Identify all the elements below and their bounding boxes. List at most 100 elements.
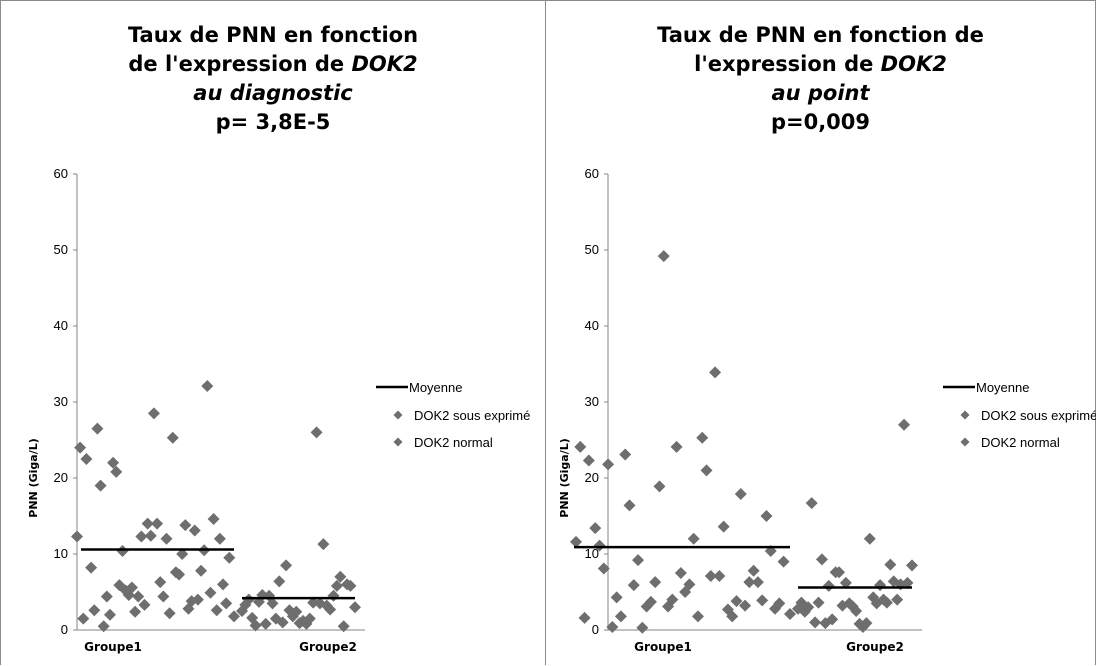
data-point xyxy=(696,431,709,444)
data-point xyxy=(777,555,790,568)
data-point xyxy=(147,407,160,420)
data-point xyxy=(259,617,272,630)
data-point xyxy=(201,380,214,393)
data-point xyxy=(860,617,873,630)
data-point xyxy=(166,431,179,444)
data-point xyxy=(730,595,743,608)
title-gene: DOK2 xyxy=(880,52,947,76)
data-point xyxy=(317,538,330,551)
data-point xyxy=(632,554,645,567)
data-point xyxy=(891,593,904,606)
y-tick-label: 40 xyxy=(54,318,68,333)
data-point xyxy=(176,548,189,560)
title-line-2-text: de l'expression de xyxy=(128,52,352,76)
data-point xyxy=(649,576,662,589)
data-point xyxy=(290,605,303,618)
data-point xyxy=(160,532,173,545)
chart-panel-left: Taux de PNN en fonction de l'expression … xyxy=(0,0,546,665)
data-point xyxy=(812,596,825,609)
data-point xyxy=(154,576,167,589)
data-point xyxy=(833,566,846,579)
data-point xyxy=(570,535,582,548)
x-category-label: Groupe1 xyxy=(634,640,692,654)
data-point xyxy=(217,578,230,591)
data-point xyxy=(760,510,773,522)
data-point xyxy=(578,611,591,624)
data-point xyxy=(602,458,615,471)
data-point xyxy=(179,519,192,532)
data-point xyxy=(623,499,636,512)
data-point xyxy=(80,453,93,465)
data-point xyxy=(674,567,687,579)
data-point xyxy=(334,570,347,583)
legend-marker xyxy=(960,437,970,447)
data-point xyxy=(802,601,815,614)
data-point xyxy=(610,591,623,604)
title-line-2-text: l'expression de xyxy=(694,52,881,76)
data-point xyxy=(627,579,640,592)
data-point xyxy=(709,366,722,379)
x-category-label: Groupe2 xyxy=(299,640,357,654)
data-point xyxy=(743,576,756,589)
data-point xyxy=(191,593,204,606)
y-tick-label: 0 xyxy=(592,622,599,637)
data-point xyxy=(619,448,632,461)
data-point xyxy=(606,620,619,633)
data-point xyxy=(666,593,679,606)
title-line-1: Taux de PNN en fonction de xyxy=(657,23,984,47)
data-point xyxy=(266,597,279,610)
data-point xyxy=(276,616,289,629)
y-tick-label: 20 xyxy=(585,470,599,485)
data-point xyxy=(574,440,587,453)
data-point xyxy=(213,532,226,545)
y-tick-label: 50 xyxy=(54,242,68,257)
data-point xyxy=(91,422,104,435)
data-point xyxy=(700,464,713,477)
title-line-1: Taux de PNN en fonction xyxy=(127,23,419,47)
data-point xyxy=(163,607,176,620)
data-point xyxy=(704,570,717,583)
data-point xyxy=(141,517,154,530)
data-point xyxy=(132,590,145,603)
data-point xyxy=(839,576,852,589)
data-point xyxy=(717,520,730,533)
data-point xyxy=(303,612,316,625)
data-point xyxy=(88,604,101,617)
data-point xyxy=(228,610,240,623)
y-tick-label: 30 xyxy=(585,394,599,409)
data-point xyxy=(874,579,887,592)
data-point xyxy=(157,590,170,603)
data-point xyxy=(138,598,151,611)
data-point xyxy=(726,610,739,623)
y-tick-label: 0 xyxy=(61,622,68,637)
y-tick-label: 10 xyxy=(585,546,599,561)
data-point xyxy=(97,620,110,633)
legend-series-label: DOK2 sous exprimé xyxy=(981,408,1096,423)
y-tick-label: 30 xyxy=(54,394,68,409)
data-point xyxy=(173,568,186,581)
data-point xyxy=(188,524,201,537)
data-point xyxy=(589,522,602,535)
data-point xyxy=(307,596,320,609)
title-line-3: au point xyxy=(771,81,870,105)
data-point xyxy=(242,593,255,606)
data-point xyxy=(826,613,839,626)
data-point xyxy=(327,589,340,602)
legend-series-label: DOK2 normal xyxy=(414,435,493,450)
data-point xyxy=(880,596,893,609)
data-point xyxy=(636,621,649,634)
data-point xyxy=(679,586,692,598)
data-point xyxy=(850,605,863,617)
y-tick-label: 20 xyxy=(54,470,68,485)
data-point xyxy=(94,479,107,492)
data-point xyxy=(144,529,157,542)
legend-marker xyxy=(393,437,403,447)
data-point xyxy=(784,608,796,621)
title-line-3: au diagnostic xyxy=(193,81,353,105)
data-point xyxy=(734,487,747,500)
data-point xyxy=(77,612,90,625)
data-point xyxy=(683,578,696,591)
data-point xyxy=(344,579,357,592)
data-point xyxy=(310,426,323,439)
data-point xyxy=(107,456,120,469)
